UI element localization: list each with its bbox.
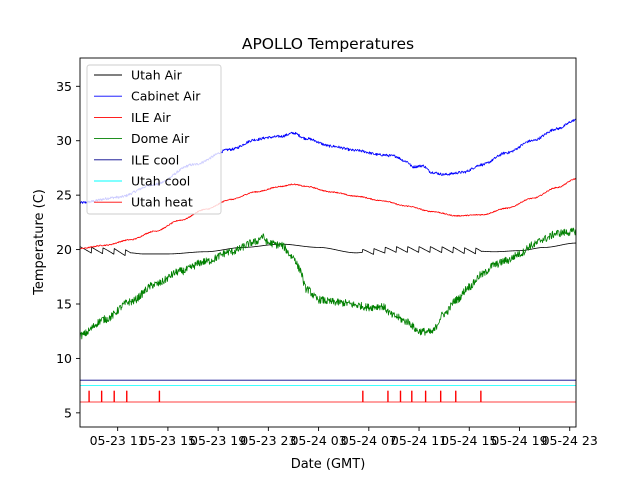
y-tick-label: 35 bbox=[56, 79, 72, 94]
legend-label-utah-cool: Utah cool bbox=[131, 174, 190, 189]
y-tick-label: 5 bbox=[64, 405, 72, 420]
x-tick-label: 05-24 11 bbox=[391, 433, 447, 448]
chart-title: APOLLO Temperatures bbox=[242, 35, 414, 53]
y-tick-label: 20 bbox=[56, 242, 72, 257]
y-tick-label: 10 bbox=[56, 351, 72, 366]
x-tick-label: 05-24 23 bbox=[542, 433, 598, 448]
y-tick-label: 25 bbox=[56, 188, 72, 203]
legend-label-ile-cool: ILE cool bbox=[131, 152, 179, 167]
legend-label-utah-air: Utah Air bbox=[131, 68, 183, 83]
y-tick-label: 30 bbox=[56, 133, 72, 148]
legend-frame bbox=[86, 64, 222, 215]
legend-label-dome-air: Dome Air bbox=[131, 131, 190, 146]
series-line-utah-heat bbox=[80, 390, 576, 403]
legend-label-cabinet-air: Cabinet Air bbox=[131, 89, 201, 104]
series-line-ile-air bbox=[80, 178, 576, 250]
x-tick-label: 05-24 03 bbox=[290, 433, 346, 448]
y-tick-label: 15 bbox=[56, 297, 72, 312]
x-tick-label: 05-24 19 bbox=[491, 433, 547, 448]
x-tick-label: 05-23 11 bbox=[90, 433, 146, 448]
legend: Utah Air Cabinet Air ILE Air Dome Air ILE co… bbox=[86, 64, 222, 215]
x-tick-label: 05-23 23 bbox=[240, 433, 296, 448]
y-axis: 5 10 15 20 25 30 35 bbox=[56, 79, 80, 420]
legend-label-utah-heat: Utah heat bbox=[131, 195, 193, 210]
legend-label-ile-air: ILE Air bbox=[131, 110, 172, 125]
x-tick-label: 05-23 19 bbox=[190, 433, 246, 448]
series-line-dome-air bbox=[80, 227, 576, 340]
x-tick-label: 05-24 15 bbox=[441, 433, 497, 448]
x-axis-label: Date (GMT) bbox=[291, 457, 366, 472]
series-line-utah-air bbox=[80, 242, 576, 256]
x-tick-label: 05-24 07 bbox=[341, 433, 397, 448]
y-axis-label: Temperature (C) bbox=[32, 189, 47, 296]
x-tick-label: 05-23 15 bbox=[140, 433, 196, 448]
plot-area bbox=[79, 57, 577, 428]
plot-frame bbox=[79, 57, 577, 428]
